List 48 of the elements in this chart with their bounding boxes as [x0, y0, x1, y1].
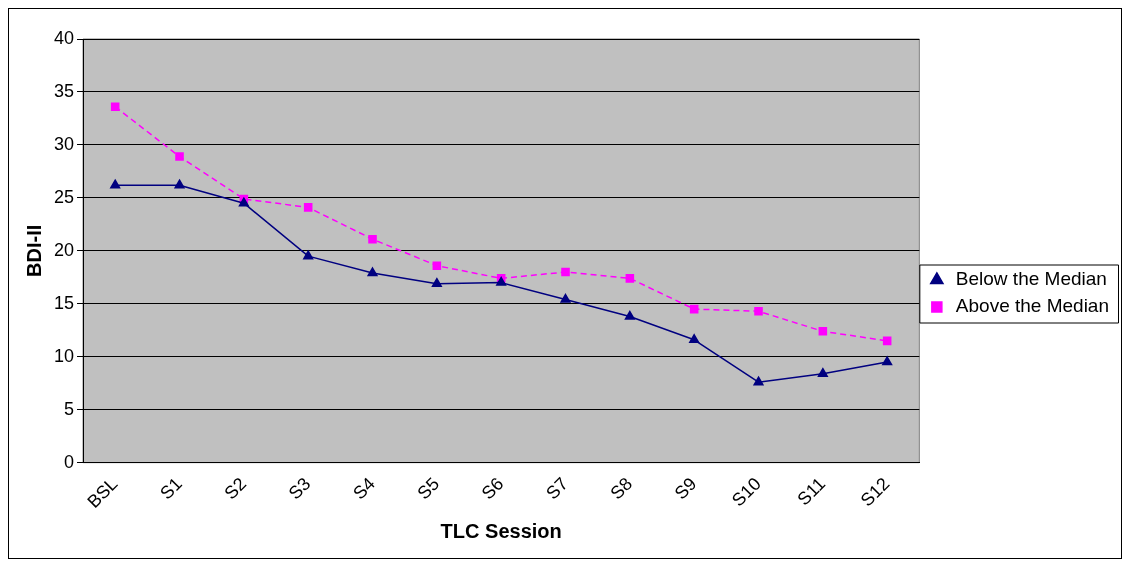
point — [303, 203, 313, 212]
point — [817, 367, 828, 377]
y-tick-label: 15 — [53, 292, 75, 313]
point — [175, 152, 184, 161]
x-tick-label: S11 — [793, 473, 830, 510]
x-tick-label: S3 — [284, 473, 315, 504]
point — [431, 277, 442, 287]
y-tick-label: 10 — [53, 345, 75, 366]
x-axis-title: TLC Session — [440, 519, 562, 542]
point — [818, 327, 828, 336]
x-tick-label: S5 — [413, 473, 444, 504]
y-axis-title: BDI-II — [22, 224, 45, 277]
y-tick-label: 25 — [53, 186, 75, 207]
y-tick-label: 35 — [53, 80, 75, 101]
point — [368, 234, 377, 244]
x-tick-label: S6 — [477, 473, 508, 504]
x-tick-label: BSL — [83, 473, 122, 512]
point — [689, 334, 700, 344]
point — [753, 376, 764, 386]
point — [882, 336, 892, 346]
point — [110, 102, 120, 112]
y-tick-label: 30 — [53, 133, 75, 154]
x-tick-label: S7 — [542, 473, 572, 504]
x-tick-label: S1 — [156, 473, 186, 504]
y-tick-label: 0 — [64, 451, 75, 472]
point — [174, 179, 185, 189]
x-tick-label: S9 — [670, 473, 701, 504]
x-tick-label: S8 — [606, 473, 637, 504]
x-tick-label: S12 — [856, 473, 894, 511]
point — [624, 310, 635, 320]
y-tick-label: 5 — [64, 398, 75, 419]
x-tick-label: S10 — [728, 473, 765, 511]
y-tick-label: 20 — [53, 239, 75, 260]
point — [882, 356, 893, 366]
point — [754, 306, 763, 316]
y-tick-label: 40 — [53, 27, 75, 48]
point — [303, 250, 314, 260]
point — [561, 267, 570, 277]
point — [689, 304, 699, 314]
point — [625, 274, 635, 283]
legend-label: Below the Median — [955, 268, 1107, 290]
point — [432, 261, 442, 270]
legend-label: Above the Median — [955, 295, 1110, 317]
point — [367, 267, 378, 277]
point — [560, 293, 571, 303]
x-tick-label: S4 — [349, 473, 379, 504]
point — [110, 179, 121, 189]
x-tick-label: S2 — [220, 473, 251, 504]
